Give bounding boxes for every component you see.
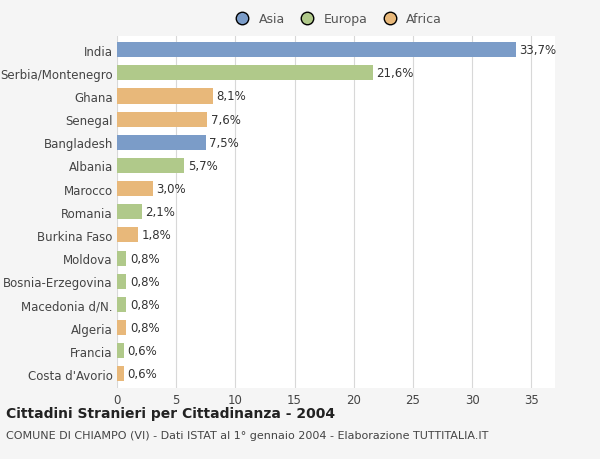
Text: 0,8%: 0,8% <box>130 321 160 334</box>
Bar <box>117 135 206 151</box>
Bar <box>117 43 516 58</box>
Text: Cittadini Stranieri per Cittadinanza - 2004: Cittadini Stranieri per Cittadinanza - 2… <box>6 406 335 420</box>
Text: 0,8%: 0,8% <box>130 298 160 311</box>
Bar <box>117 274 127 289</box>
Text: 3,0%: 3,0% <box>156 183 185 196</box>
Bar <box>117 205 142 220</box>
Text: 21,6%: 21,6% <box>376 67 413 80</box>
Bar <box>117 228 139 243</box>
Text: 7,5%: 7,5% <box>209 136 239 150</box>
Bar <box>117 66 373 81</box>
Bar <box>117 343 124 358</box>
Text: 8,1%: 8,1% <box>217 90 246 103</box>
Bar <box>117 251 127 266</box>
Bar <box>117 320 127 336</box>
Bar <box>117 158 184 174</box>
Text: 0,8%: 0,8% <box>130 275 160 288</box>
Text: 0,6%: 0,6% <box>128 368 157 381</box>
Bar <box>117 366 124 381</box>
Text: 0,6%: 0,6% <box>128 344 157 358</box>
Text: 33,7%: 33,7% <box>520 44 557 57</box>
Legend: Asia, Europa, Africa: Asia, Europa, Africa <box>230 13 442 26</box>
Bar <box>117 112 207 128</box>
Text: COMUNE DI CHIAMPO (VI) - Dati ISTAT al 1° gennaio 2004 - Elaborazione TUTTITALIA: COMUNE DI CHIAMPO (VI) - Dati ISTAT al 1… <box>6 430 488 440</box>
Text: 1,8%: 1,8% <box>142 229 172 242</box>
Bar <box>117 297 127 312</box>
Bar <box>117 89 213 104</box>
Text: 2,1%: 2,1% <box>145 206 175 219</box>
Bar <box>117 182 152 197</box>
Text: 0,8%: 0,8% <box>130 252 160 265</box>
Text: 5,7%: 5,7% <box>188 160 218 173</box>
Text: 7,6%: 7,6% <box>211 113 241 126</box>
